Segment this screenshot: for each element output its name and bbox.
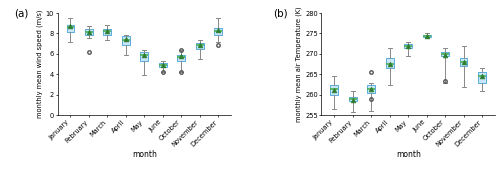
PathPatch shape xyxy=(178,55,185,61)
PathPatch shape xyxy=(404,44,412,48)
PathPatch shape xyxy=(66,25,74,32)
PathPatch shape xyxy=(423,35,430,37)
X-axis label: month: month xyxy=(396,150,420,159)
Text: (b): (b) xyxy=(273,9,287,19)
PathPatch shape xyxy=(386,58,394,68)
PathPatch shape xyxy=(330,85,338,95)
Y-axis label: monthly mean air Temperature (K): monthly mean air Temperature (K) xyxy=(296,6,302,122)
PathPatch shape xyxy=(214,28,222,34)
Text: (a): (a) xyxy=(14,9,28,19)
PathPatch shape xyxy=(159,63,166,67)
X-axis label: month: month xyxy=(132,150,156,159)
PathPatch shape xyxy=(196,43,203,49)
PathPatch shape xyxy=(368,85,375,93)
PathPatch shape xyxy=(140,52,148,61)
PathPatch shape xyxy=(349,97,356,101)
PathPatch shape xyxy=(122,36,130,45)
PathPatch shape xyxy=(104,29,111,34)
PathPatch shape xyxy=(478,72,486,83)
Y-axis label: monthly mean wind speed (m/s): monthly mean wind speed (m/s) xyxy=(36,10,43,118)
PathPatch shape xyxy=(460,58,468,66)
PathPatch shape xyxy=(85,29,93,34)
PathPatch shape xyxy=(442,52,449,56)
